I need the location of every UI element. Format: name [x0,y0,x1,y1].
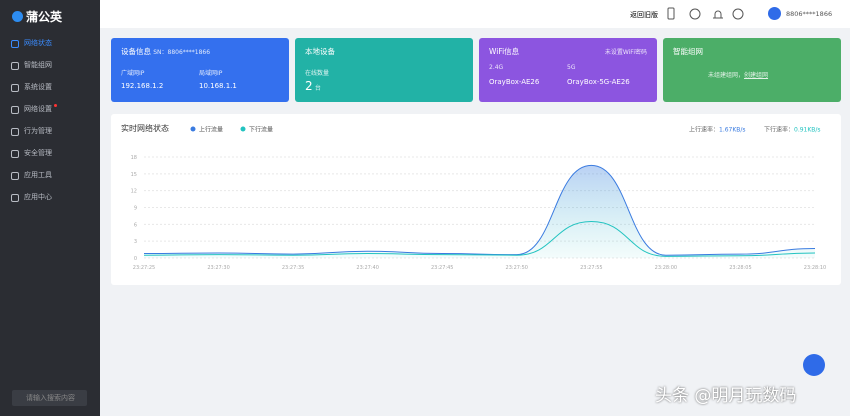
x-tick-label: 23:28:05 [729,265,751,271]
mesh-card: 智能组网 未组建组网，创建组网 [663,38,841,102]
y-tick-label: 0 [134,256,137,262]
x-tick-label: 23:27:40 [356,265,378,271]
search-placeholder: 请输入搜索内容 [26,394,75,402]
y-tick-label: 18 [131,155,137,161]
menu-item[interactable]: 行为管理 [0,120,100,142]
legend-label: 上行流量 [199,126,223,134]
menu-item[interactable]: 网络设置 [0,98,100,120]
ssid: OrayBox-5G-AE26 [567,78,630,86]
wan-ip: 192.168.1.2 [121,82,164,90]
sn: SN：8806****1866 [153,49,211,56]
card-title: WiFi信息 [489,47,520,56]
rate-label: 上行速率： [689,126,719,134]
rate-value: 1.67KB/s [719,127,746,134]
menu-item[interactable]: 应用中心 [0,186,100,208]
y-tick-label: 9 [134,206,137,212]
line [143,164,816,256]
band: 5G [567,64,576,71]
topbar: 返回旧版 8806****1866 [100,0,850,28]
wifi-warning: 未设置WiFi密码 [604,49,647,56]
rate-value: 0.91KB/s [794,127,821,134]
menu-item[interactable]: 智能组网 [0,54,100,76]
chart: 实时网络状态 0 3 6 9 12 15 18 23:27:25 23:27:30 23:27:3… [121,123,826,271]
logo: 蒲公英 [12,8,62,25]
lan-ip: 10.168.1.1 [199,82,237,90]
y-tick-label: 15 [131,172,137,178]
x-tick-label: 23:27:55 [580,265,602,271]
rate-label: 下行速率： [764,126,794,134]
ssid: OrayBox-AE26 [489,78,540,86]
legend-dot [240,126,246,132]
search-box[interactable]: 请输入搜索内容 [12,390,87,406]
mesh-text: 未组建组网， [708,72,745,79]
top-icons [667,7,744,20]
line [143,221,816,257]
chart-title: 实时网络状态 [121,123,169,133]
menu-item[interactable]: 安全管理 [0,142,100,164]
wan-label: 广域网IP [121,70,145,77]
legend-dot [190,126,196,132]
x-tick-label: 23:27:30 [207,265,229,271]
menu-item[interactable]: 系统设置 [0,76,100,98]
x-tick-label: 23:28:10 [804,265,826,271]
card-title: 设备信息 [121,47,151,56]
menu: 网络状态 智能组网 系统设置 网络设置 行为管理 安全管理 应用工具 应用中心 [0,32,100,208]
logo-text: 蒲公英 [26,10,63,24]
unit: 台 [314,85,321,92]
x-tick-label: 23:27:35 [282,265,304,271]
card-title: 本地设备 [305,47,335,56]
lan-label: 局域网IP [199,70,223,77]
legend-label: 下行流量 [249,126,273,134]
user-name[interactable]: 8806****1866 [786,10,833,18]
y-tick-label: 3 [134,239,137,245]
badge [54,104,57,107]
x-tick-label: 23:27:45 [431,265,453,271]
x-tick-label: 23:27:50 [506,265,528,271]
menu-item[interactable]: 应用工具 [0,164,100,186]
wifi-card: WiFi信息 未设置WiFi密码 2.4G OrayBox-AE26 5G Or… [479,38,657,102]
mesh-link[interactable]: 创建组网 [744,72,769,79]
chart-panel: 实时网络状态 0 3 6 9 12 15 18 23:27:25 23:27:30 23:27:3… [111,114,841,285]
x-tick-label: 23:27:25 [133,265,155,271]
local-card: 本地设备 在线数量 2 台 [295,38,473,102]
menu-item[interactable]: 网络状态 [0,32,100,54]
sidebar: 蒲公英 网络状态 智能组网 系统设置 网络设置 行为管理 安全管理 应用工具 应用中心 请输入… [0,0,100,416]
online-count: 2 [305,79,313,93]
card-title: 智能组网 [673,47,703,56]
band: 2.4G [489,64,504,71]
x-tick-label: 23:28:00 [655,265,677,271]
fab-button[interactable] [803,354,825,376]
device-card: 设备信息 SN：8806****1866 广域网IP 192.168.1.2 局… [111,38,289,102]
back-link[interactable]: 返回旧版 [630,11,658,19]
y-tick-label: 12 [131,189,137,195]
watermark: 头条 @明月玩数码 [655,386,797,406]
online-label: 在线数量 [305,70,330,77]
area [144,165,815,258]
y-tick-label: 6 [134,222,137,228]
